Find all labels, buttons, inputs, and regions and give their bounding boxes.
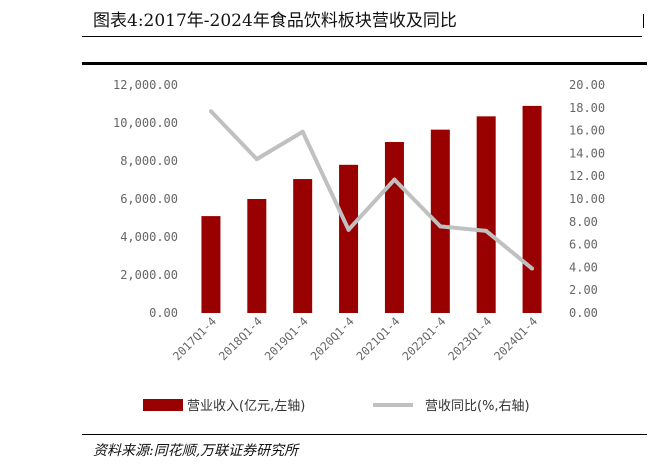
right-tick-label: 6.00 [569, 238, 598, 252]
yoy-point [254, 157, 259, 162]
revenue-bar [522, 105, 542, 314]
right-tick-label: 18.00 [569, 101, 605, 115]
category-label: 2023Q1-4 [445, 314, 494, 363]
revenue-bar [247, 199, 267, 313]
left-tick-label: 2,000.00 [120, 268, 178, 282]
yoy-point [438, 224, 443, 229]
category-label: 2024Q1-4 [491, 314, 540, 363]
left-tick-label: 10,000.00 [113, 116, 178, 130]
yoy-point [392, 177, 397, 182]
left-tick-label: 8,000.00 [120, 154, 178, 168]
category-label: 2022Q1-4 [399, 314, 448, 363]
revenue-bar [339, 164, 359, 313]
category-label: 2019Q1-4 [262, 314, 311, 363]
left-tick-label: 0.00 [149, 306, 178, 320]
right-tick-label: 0.00 [569, 306, 598, 320]
right-axis: 0.00 2.00 4.00 6.00 8.00 10.00 12.00 14.00 16.00… [569, 78, 605, 320]
right-tick-label: 16.00 [569, 124, 605, 138]
left-tick-label: 6,000.00 [120, 192, 178, 206]
separator-rule [82, 62, 647, 65]
left-tick-label: 12,000.00 [113, 78, 178, 92]
right-tick-label: 4.00 [569, 260, 598, 274]
legend-line-label: 营收同比(%,右轴) [425, 399, 530, 414]
category-label: 2018Q1-4 [216, 314, 265, 363]
title-rule [82, 36, 642, 37]
category-label: 2021Q1-4 [353, 314, 402, 363]
revenue-bars [201, 105, 542, 314]
right-tick-label: 14.00 [569, 146, 605, 160]
right-tick-label: 10.00 [569, 192, 605, 206]
yoy-point [300, 129, 305, 134]
right-tick-label: 2.00 [569, 283, 598, 297]
right-tick-label: 20.00 [569, 78, 605, 92]
header-edge-mark [643, 14, 648, 28]
left-axis: 0.00 2,000.00 4,000.00 6,000.00 8,000.00 10,0… [113, 78, 178, 320]
left-tick-label: 4,000.00 [120, 230, 178, 244]
legend-bar-swatch [143, 399, 183, 411]
legend: 营业收入(亿元,左轴) 营收同比(%,右轴) [143, 399, 530, 414]
yoy-point [484, 228, 489, 233]
revenue-bar [430, 129, 450, 313]
right-tick-label: 12.00 [569, 169, 605, 183]
chart-title: 图表4:2017年-2024年食品饮料板块营收及同比 [93, 11, 457, 31]
footer-rule [82, 434, 647, 435]
revenue-bar [384, 142, 404, 313]
yoy-series-line [209, 109, 534, 271]
revenue-bar [201, 216, 221, 313]
legend-bar-label: 营业收入(亿元,左轴) [187, 399, 305, 414]
yoy-point [530, 266, 535, 271]
revenue-bar [476, 116, 496, 313]
category-axis: 2017Q1-42018Q1-42019Q1-42020Q1-42021Q1-4… [170, 314, 540, 363]
category-label: 2020Q1-4 [308, 314, 357, 363]
revenue-bar [293, 179, 313, 313]
source-note: 资料来源:同花顺,万联证券研究所 [93, 443, 299, 459]
category-label: 2017Q1-4 [170, 314, 219, 363]
yoy-point [208, 109, 213, 114]
right-tick-label: 8.00 [569, 215, 598, 229]
yoy-line [208, 109, 535, 271]
yoy-point [346, 227, 351, 232]
